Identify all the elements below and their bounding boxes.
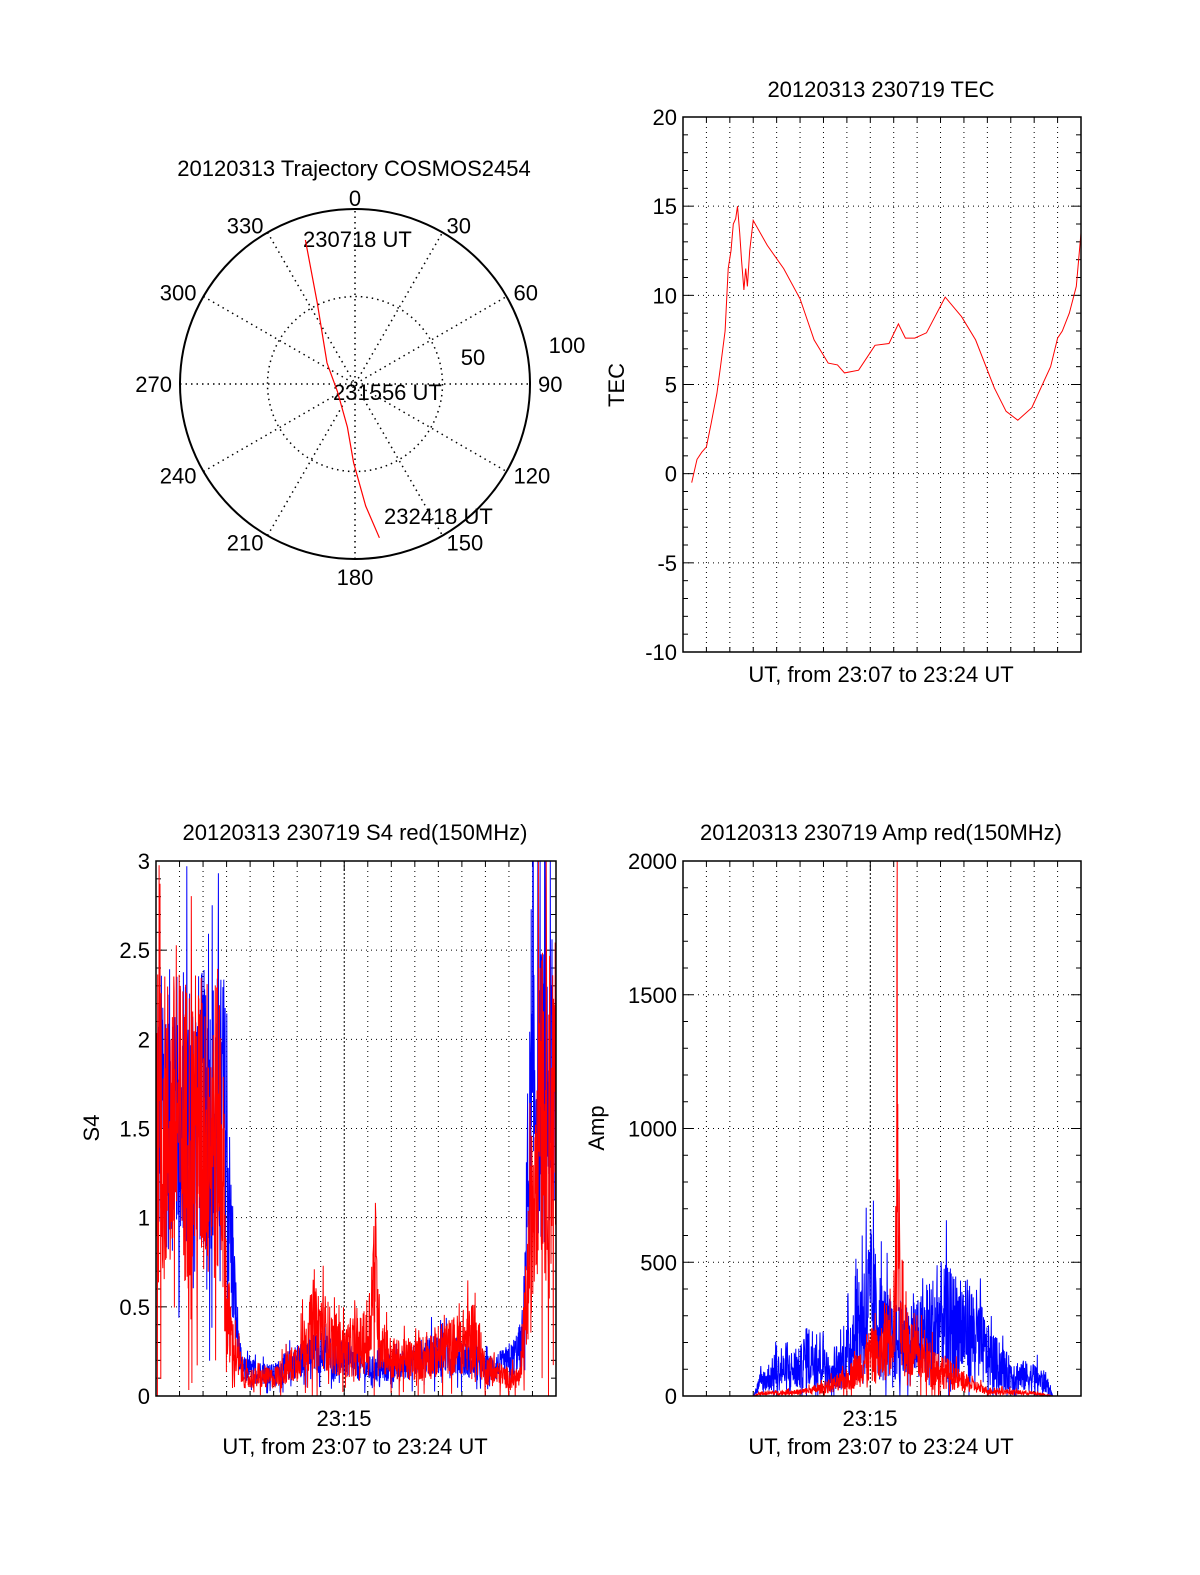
tec-chart: 20120313 230719 TEC UT, from 23:07 to 23… [604,77,1082,687]
s4-xtick-2315: 23:15 [316,1406,371,1431]
amp-ytick-label: 1500 [628,983,677,1008]
trajectory-line [304,239,380,539]
tec-ytick-label: 5 [665,373,677,398]
s4-ytick-label: 3 [138,849,150,874]
polar-angle-tick-150: 150 [447,530,484,555]
s4-ytick-label: 2 [138,1027,150,1052]
polar-angle-tick-90: 90 [538,372,562,397]
s4-ytick-label: 2.5 [119,938,150,963]
amp-title: 20120313 230719 Amp red(150MHz) [700,820,1062,845]
polar-spoke [203,295,507,473]
polar-angle-tick-30: 30 [447,214,471,239]
amp-ytick-label: 0 [665,1384,677,1409]
polar-title: 20120313 Trajectory COSMOS2454 [177,156,530,181]
polar-angle-tick-0: 0 [349,186,361,211]
polar-angle-tick-330: 330 [227,214,264,239]
amp-plot-frame [682,860,1082,1397]
tec-ytick-label: 20 [653,105,677,130]
tec-ylabel: TEC [604,363,629,407]
polar-spoke [266,232,444,536]
amp-ylabel: Amp [584,1105,609,1150]
polar-angle-tick-60: 60 [513,281,537,306]
tec-title: 20120313 230719 TEC [767,77,994,102]
trajectory-mid-label: 231556 UT [333,380,442,405]
polar-spoke [203,295,507,473]
polar-angle-tick-210: 210 [227,530,264,555]
tec-ytick-label: -10 [645,640,677,665]
tec-series-tec [691,206,1082,483]
radial-tick-100: 100 [549,333,586,358]
s4-plot-frame [155,860,557,1397]
s4-ytick-label: 1.5 [119,1117,150,1142]
trajectory-start-label: 230718 UT [303,227,412,252]
s4-ytick-label: 1 [138,1206,150,1231]
s4-ylabel: S4 [79,1115,104,1142]
tec-xlabel: UT, from 23:07 to 23:24 UT [748,662,1013,687]
polar-trajectory-chart: 20120313 Trajectory COSMOS2454 50 100 23… [135,156,585,590]
polar-angle-tick-300: 300 [160,281,197,306]
s4-xlabel: UT, from 23:07 to 23:24 UT [222,1434,487,1459]
polar-spoke [266,232,444,536]
trajectory-end-label: 232418 UT [384,504,493,529]
s4-chart: 20120313 230719 S4 red(150MHz) 23:15 UT,… [79,820,557,1459]
radial-tick-50: 50 [461,345,485,370]
s4-ytick-label: 0 [138,1384,150,1409]
s4-series-s4-red [155,860,557,1397]
polar-inner-ring [266,295,444,473]
tec-ytick-label: 15 [653,194,677,219]
polar-angle-tick-270: 270 [135,372,172,397]
tec-ytick-label: -5 [657,551,677,576]
amp-ytick-label: 2000 [628,849,677,874]
amp-chart: 20120313 230719 Amp red(150MHz) 23:15 UT… [584,820,1082,1459]
tec-ytick-label: 10 [653,283,677,308]
s4-ytick-label: 0.5 [119,1295,150,1320]
polar-angle-tick-120: 120 [513,464,550,489]
polar-angle-tick-180: 180 [337,565,374,590]
amp-ytick-label: 500 [640,1250,677,1275]
amp-xtick-2315: 23:15 [842,1406,897,1431]
tec-ytick-label: 0 [665,462,677,487]
amp-ytick-label: 1000 [628,1117,677,1142]
polar-angle-tick-240: 240 [160,464,197,489]
amp-xlabel: UT, from 23:07 to 23:24 UT [748,1434,1013,1459]
tec-plot-frame [682,116,1082,653]
s4-title: 20120313 230719 S4 red(150MHz) [183,820,528,845]
